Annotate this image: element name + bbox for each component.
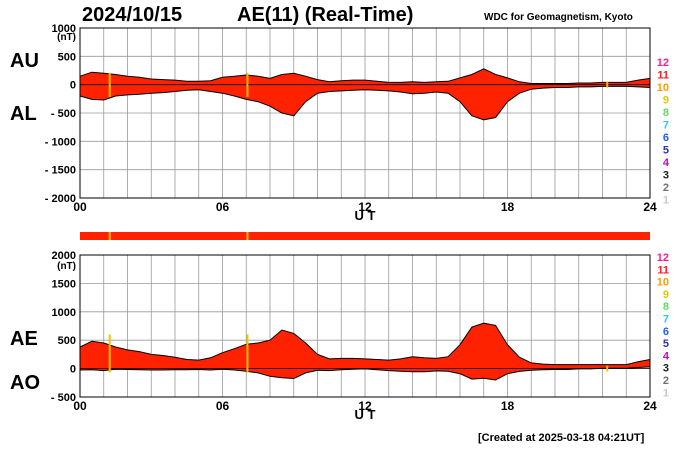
au-al-y-tick-label: 500 [58,51,76,63]
label-al: AL [10,103,37,125]
ae-ao-legend-count: 11 [657,264,669,276]
ae-ao-x-tick-label: 12 [358,399,372,413]
ae-ao-legend-count: 3 [663,363,669,375]
ae-ao-x-axis-label: U T [355,407,376,422]
au-al-legend-count: 5 [663,145,669,157]
ae-ao-legend-count: 9 [663,289,669,301]
au-al-legend-count: 4 [663,157,670,169]
ae-ao-band [80,323,650,380]
au-al-y-tick-label: - 1000 [45,136,76,148]
ae-ao-legend-count: 1 [663,387,669,399]
plot-date: 2024/10/15 [82,4,183,26]
station-availability-bar [80,232,650,240]
ae-ao-x-tick-label: 06 [216,399,230,413]
ae-ao-legend-count: 4 [663,350,670,362]
ae-ao-frame [79,254,651,398]
au-al-legend-count: 3 [663,170,669,182]
plot-title: AE(11) (Real-Time) [237,4,414,26]
au-al-x-axis-label: U T [355,208,376,223]
ae-ao-legend-count: 6 [663,326,669,338]
data-source: WDC for Geomagnetism, Kyoto [484,12,633,23]
au-al-y-tick-label: - 1500 [45,165,76,177]
au-al-x-tick-label: 06 [216,200,230,214]
au-al-x-tick-label: 00 [73,200,87,214]
ae-ao-y-tick-label: 500 [58,335,76,347]
ae-ao-legend-count: 12 [657,252,669,264]
series-al-line [79,85,651,121]
au-al-y-tick-label: 0 [70,80,76,92]
au-al-legend-count: 12 [657,57,669,69]
au-al-y-tick-label: 1000 [52,23,76,35]
au-al-y-tick-label: - 2000 [45,193,76,205]
au-al-x-tick-label: 12 [358,200,372,214]
ae-ao-x-tick-label: 24 [643,399,657,413]
au-al-x-tick-label: 18 [501,200,515,214]
label-ae: AE [10,328,38,350]
series-au-line [79,68,651,84]
ae-ao-x-tick-label: 18 [501,399,515,413]
ae-ao-legend-count: 8 [663,301,669,313]
ae-ao-y-tick-label: - 500 [51,392,76,404]
ae-ao-legend-count: 10 [657,277,669,289]
au-al-legend-count: 6 [663,132,669,144]
au-al-legend-count: 2 [663,182,669,194]
ae-ao-unit-label: (nT) [57,261,76,272]
ae-ao-legend-count: 2 [663,375,669,387]
series-ae-line [79,322,651,366]
au-al-band [80,68,650,120]
au-al-unit-label: (nT) [57,32,76,43]
au-al-legend-count: 11 [657,70,669,82]
au-al-y-tick-label: - 500 [51,108,76,120]
ae-ao-legend-count: 7 [663,314,669,326]
ae-ao-y-tick-label: 1500 [52,278,76,290]
ae-ao-y-tick-label: 1000 [52,307,76,319]
ae-ao-y-tick-label: 0 [70,364,76,376]
station-bar-gap-marker [108,232,111,240]
au-al-legend-count: 8 [663,107,669,119]
created-note: [Created at 2025-03-18 04:21UT] [478,432,645,444]
au-al-frame [79,27,651,199]
au-al-x-tick-label: 24 [643,200,657,214]
label-ao: AO [10,372,40,394]
au-al-legend-count: 7 [663,120,669,132]
au-al-legend-count: 9 [663,95,669,107]
au-al-legend-count: 10 [657,82,669,94]
station-bar-gap-marker [246,232,249,240]
ae-ao-x-tick-label: 00 [73,399,87,413]
au-al-legend-count: 1 [663,195,669,207]
ae-ao-y-tick-label: 2000 [52,250,76,262]
ae-ao-legend-count: 5 [663,338,669,350]
label-au: AU [10,50,39,72]
